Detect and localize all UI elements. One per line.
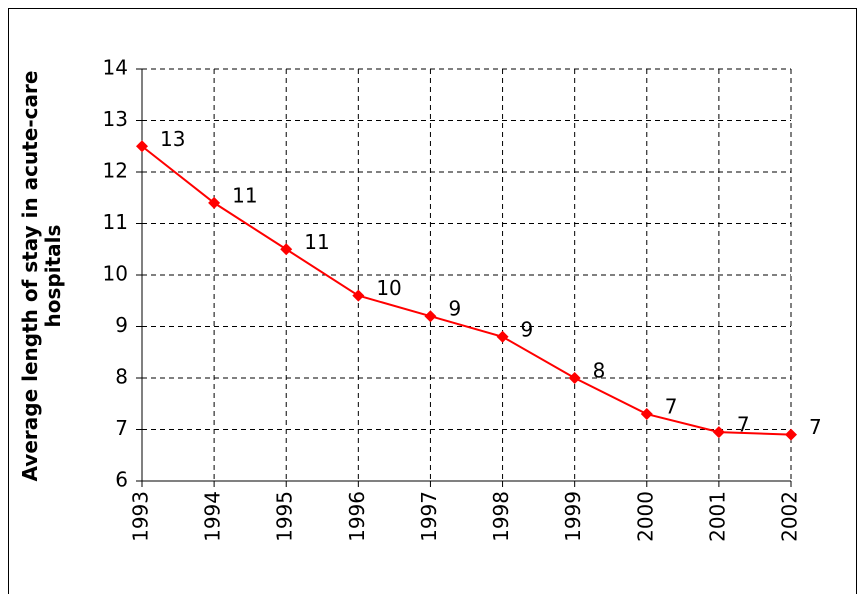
x-tick-label: 2002 [778,491,802,542]
marker [136,140,148,153]
data-label: 9 [521,317,534,341]
data-label: 7 [737,413,750,437]
x-tick-label: 1993 [129,491,153,542]
y-tick-label: 13 [103,107,128,131]
x-tick-label: 1999 [561,491,585,542]
data-label: 8 [593,359,606,383]
y-axis-title: Average length of stay in acute-care hos… [18,70,65,482]
y-tick-label: 12 [103,159,128,183]
y-tick-label: 8 [115,365,128,389]
data-label: 7 [809,415,822,439]
y-tick-label: 14 [103,56,128,80]
data-label: 9 [448,297,461,321]
x-tick-label: 2001 [705,491,729,542]
marker [208,196,221,209]
frame [8,8,857,594]
marker [568,372,581,384]
x-tick-label: 1994 [201,491,225,542]
data-label: 7 [665,395,678,419]
marker [424,310,437,323]
x-tick-label: 1997 [417,491,441,542]
y-tick-label: 7 [115,416,128,440]
y-tick-label: 10 [103,262,128,286]
data-label: 10 [376,276,401,300]
x-tick-label: 1995 [273,491,297,542]
marker [785,428,797,441]
marker [712,426,725,439]
marker [640,408,653,421]
y-tick-label: 11 [103,210,128,234]
y-tick-label: 6 [115,468,128,492]
data-label: 11 [232,183,257,207]
line [141,145,792,436]
x-tick-label: 1996 [345,491,369,542]
x-tick-label: 2000 [633,491,657,542]
x-tick-label: 1998 [489,491,513,542]
marker [280,243,293,256]
y-tick-label: 9 [115,313,128,337]
data-label: 13 [160,127,185,151]
marker [352,289,365,302]
marker [496,330,509,343]
data-label: 11 [304,230,329,254]
